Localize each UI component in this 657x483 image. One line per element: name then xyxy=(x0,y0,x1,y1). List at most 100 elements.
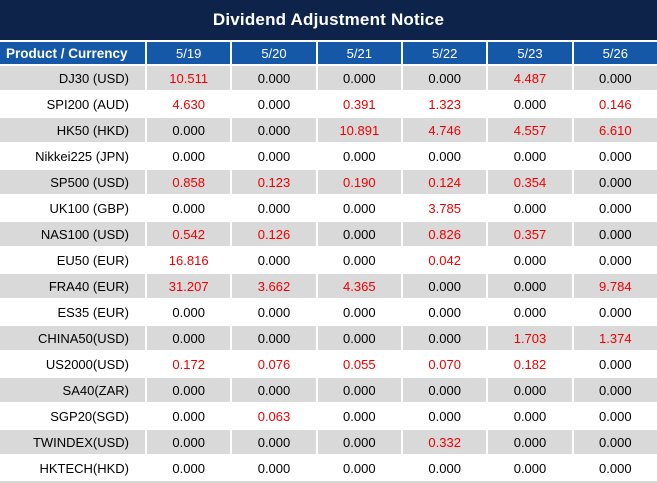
value-cell: 0.858 xyxy=(147,170,231,194)
value-cell: 9.784 xyxy=(573,274,657,298)
value-cell: 0.000 xyxy=(488,378,572,402)
value-cell: 0.000 xyxy=(317,326,401,350)
value-cell: 0.000 xyxy=(488,248,572,272)
value-cell: 0.000 xyxy=(488,300,572,324)
value-cell: 4.630 xyxy=(147,92,231,116)
value-cell: 10.511 xyxy=(147,66,231,90)
page-title: Dividend Adjustment Notice xyxy=(212,10,445,29)
value-cell: 0.000 xyxy=(488,430,572,454)
value-cell: 0.000 xyxy=(573,66,657,90)
product-cell: FRA40 (EUR) xyxy=(0,274,145,298)
value-cell: 0.000 xyxy=(488,274,572,298)
value-cell: 1.323 xyxy=(403,92,487,116)
value-cell: 0.000 xyxy=(147,456,231,480)
value-cell: 0.000 xyxy=(573,144,657,168)
value-cell: 0.000 xyxy=(573,430,657,454)
product-cell: UK100 (GBP) xyxy=(0,196,145,220)
value-cell: 0.000 xyxy=(403,300,487,324)
value-cell: 0.826 xyxy=(403,222,487,246)
value-cell: 0.126 xyxy=(232,222,316,246)
value-cell: 16.816 xyxy=(147,248,231,272)
value-cell: 0.000 xyxy=(317,222,401,246)
value-cell: 0.000 xyxy=(317,196,401,220)
value-cell: 0.000 xyxy=(147,326,231,350)
product-cell: SP500 (USD) xyxy=(0,170,145,194)
value-cell: 0.354 xyxy=(488,170,572,194)
value-cell: 0.146 xyxy=(573,92,657,116)
value-cell: 0.000 xyxy=(573,300,657,324)
value-cell: 0.000 xyxy=(147,430,231,454)
value-cell: 31.207 xyxy=(147,274,231,298)
product-cell: DJ30 (USD) xyxy=(0,66,145,90)
value-cell: 0.000 xyxy=(317,144,401,168)
value-cell: 0.076 xyxy=(232,352,316,376)
value-cell: 0.000 xyxy=(488,144,572,168)
value-cell: 0.357 xyxy=(488,222,572,246)
header-date-3: 5/21 xyxy=(317,42,401,64)
value-cell: 0.000 xyxy=(317,300,401,324)
value-cell: 0.172 xyxy=(147,352,231,376)
value-cell: 0.332 xyxy=(403,430,487,454)
value-cell: 0.000 xyxy=(147,196,231,220)
product-cell: US2000(USD) xyxy=(0,352,145,376)
value-cell: 0.000 xyxy=(573,196,657,220)
value-cell: 0.000 xyxy=(573,352,657,376)
product-cell: ES35 (EUR) xyxy=(0,300,145,324)
value-cell: 0.190 xyxy=(317,170,401,194)
title-bar: Dividend Adjustment Notice xyxy=(0,0,657,40)
header-date-5: 5/23 xyxy=(488,42,572,64)
value-cell: 1.374 xyxy=(573,326,657,350)
value-cell: 0.000 xyxy=(147,144,231,168)
value-cell: 4.557 xyxy=(488,118,572,142)
value-cell: 0.000 xyxy=(317,248,401,272)
value-cell: 0.000 xyxy=(403,378,487,402)
product-cell: CHINA50(USD) xyxy=(0,326,145,350)
value-cell: 0.123 xyxy=(232,170,316,194)
product-cell: HK50 (HKD) xyxy=(0,118,145,142)
value-cell: 0.542 xyxy=(147,222,231,246)
value-cell: 4.746 xyxy=(403,118,487,142)
dividend-table: Product / Currency 5/19 5/20 5/21 5/22 5/23 5/… xyxy=(0,42,657,480)
value-cell: 0.000 xyxy=(317,456,401,480)
value-cell: 0.055 xyxy=(317,352,401,376)
header-date-6: 5/26 xyxy=(573,42,657,64)
value-cell: 0.000 xyxy=(573,222,657,246)
value-cell: 0.000 xyxy=(573,248,657,272)
value-cell: 0.063 xyxy=(232,404,316,428)
value-cell: 0.000 xyxy=(147,300,231,324)
value-cell: 0.000 xyxy=(573,378,657,402)
value-cell: 6.610 xyxy=(573,118,657,142)
value-cell: 4.487 xyxy=(488,66,572,90)
value-cell: 0.000 xyxy=(488,196,572,220)
value-cell: 0.391 xyxy=(317,92,401,116)
value-cell: 0.000 xyxy=(232,430,316,454)
value-cell: 0.000 xyxy=(232,326,316,350)
value-cell: 0.000 xyxy=(317,378,401,402)
value-cell: 0.000 xyxy=(232,118,316,142)
value-cell: 0.000 xyxy=(317,66,401,90)
product-cell: HKTECH(HKD) xyxy=(0,456,145,480)
value-cell: 0.000 xyxy=(232,456,316,480)
value-cell: 0.000 xyxy=(573,404,657,428)
value-cell: 0.000 xyxy=(232,144,316,168)
value-cell: 0.000 xyxy=(147,118,231,142)
value-cell: 0.000 xyxy=(232,66,316,90)
value-cell: 3.662 xyxy=(232,274,316,298)
value-cell: 4.365 xyxy=(317,274,401,298)
product-cell: SGP20(SGD) xyxy=(0,404,145,428)
value-cell: 0.000 xyxy=(232,378,316,402)
value-cell: 0.000 xyxy=(488,404,572,428)
next-row-sliver xyxy=(0,481,657,483)
value-cell: 0.000 xyxy=(403,456,487,480)
value-cell: 0.000 xyxy=(232,300,316,324)
product-cell: EU50 (EUR) xyxy=(0,248,145,272)
value-cell: 0.000 xyxy=(147,404,231,428)
header-product-currency: Product / Currency xyxy=(0,42,145,64)
value-cell: 0.000 xyxy=(573,170,657,194)
value-cell: 0.182 xyxy=(488,352,572,376)
product-cell: TWINDEX(USD) xyxy=(0,430,145,454)
header-date-4: 5/22 xyxy=(403,42,487,64)
value-cell: 0.000 xyxy=(232,196,316,220)
product-cell: SPI200 (AUD) xyxy=(0,92,145,116)
